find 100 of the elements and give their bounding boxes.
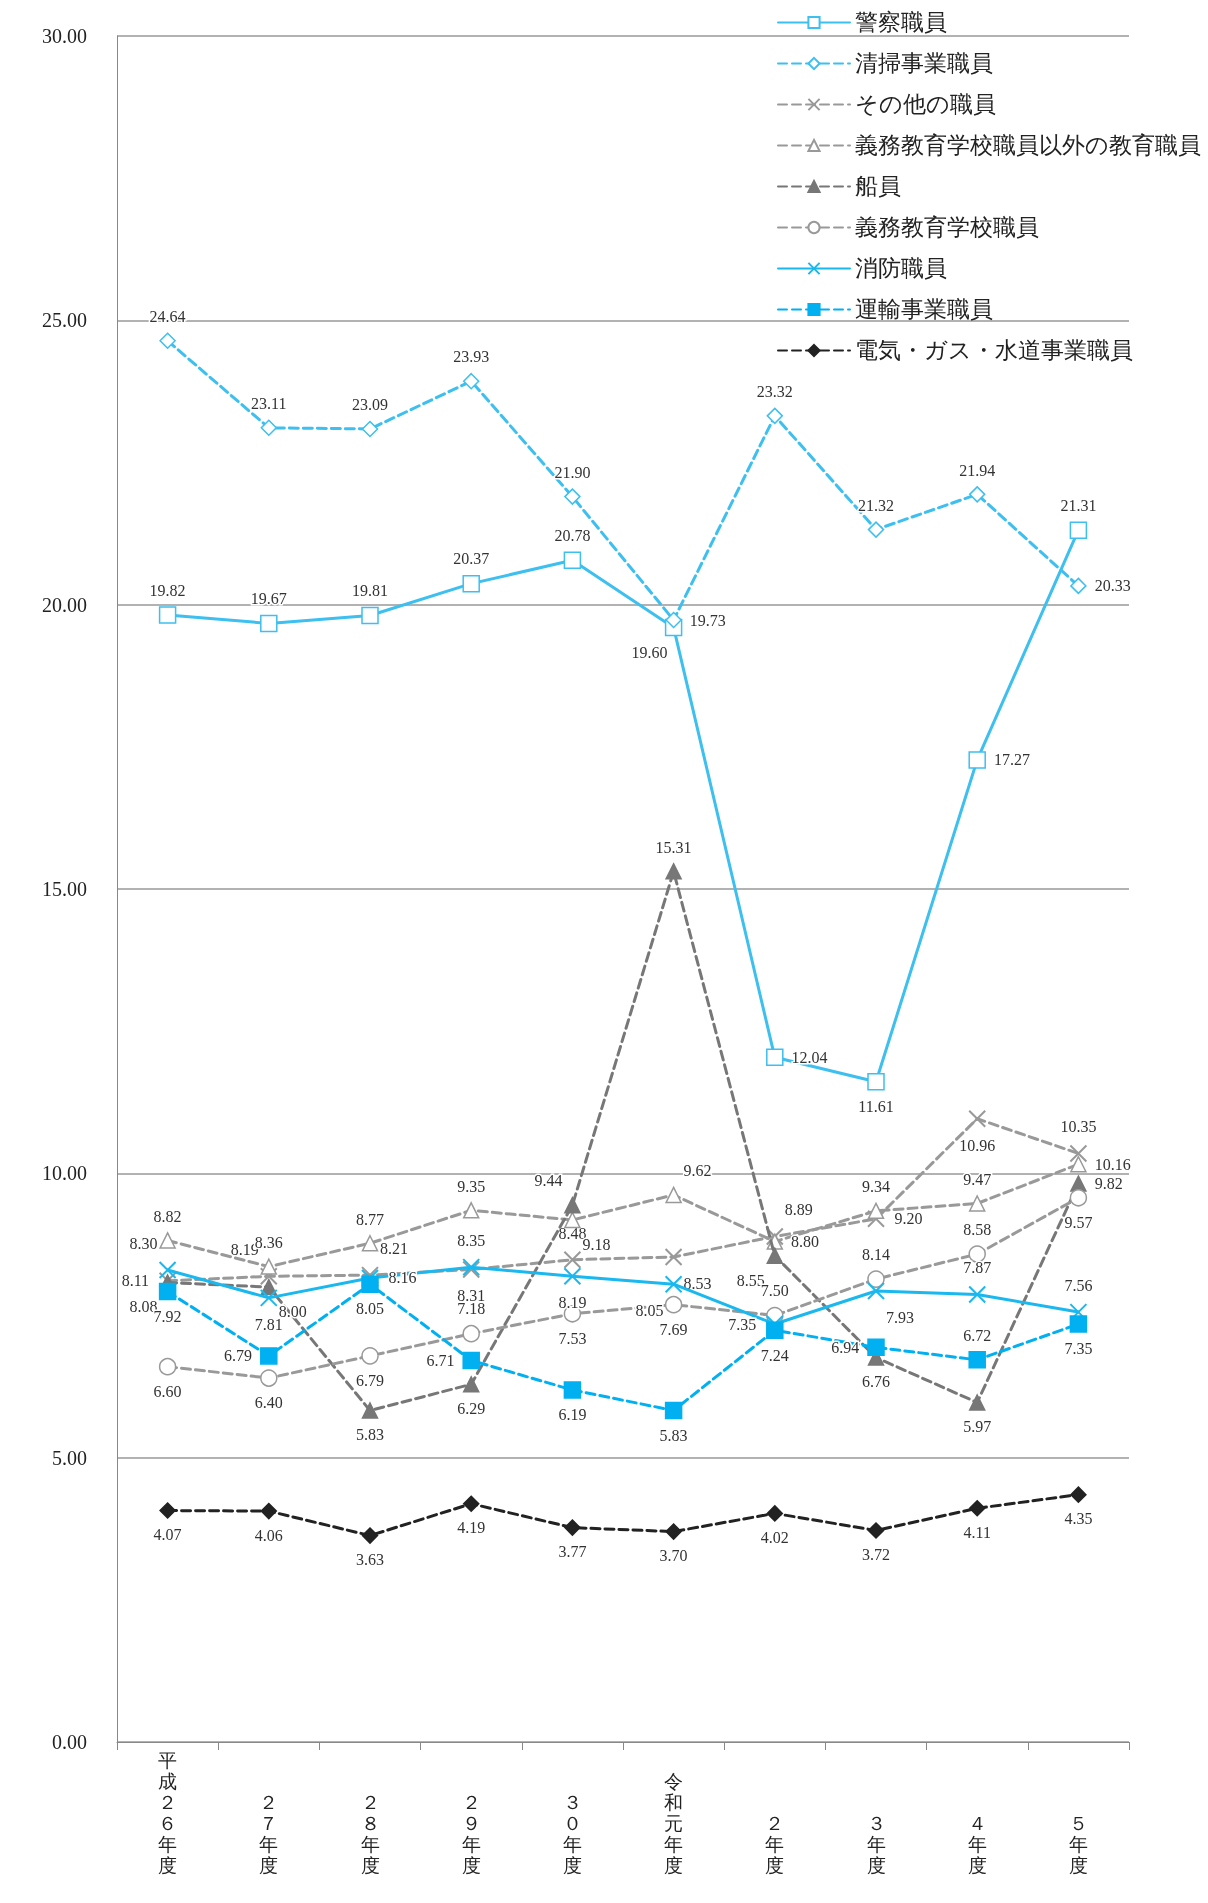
- legend-label: 船員: [855, 174, 901, 199]
- data-label: 8.05: [635, 1302, 664, 1320]
- y-tick-label: 10.00: [42, 1162, 87, 1185]
- data-label: 20.78: [554, 527, 591, 545]
- data-label: 8.14: [862, 1245, 890, 1263]
- data-label: 11.61: [858, 1098, 894, 1116]
- data-label: 10.35: [1060, 1118, 1097, 1136]
- data-label: 4.02: [760, 1529, 789, 1547]
- data-label: 15.31: [655, 838, 692, 856]
- x-tick-label: ５年度: [1068, 1813, 1088, 1876]
- data-label: 19.67: [250, 590, 287, 608]
- data-label: 9.57: [1064, 1214, 1093, 1232]
- legend-label: 警察職員: [855, 10, 947, 35]
- data-label: 8.35: [457, 1232, 486, 1250]
- data-label: 7.93: [886, 1309, 914, 1327]
- data-label: 9.47: [963, 1170, 992, 1188]
- legend-label: 消防職員: [855, 256, 947, 281]
- data-label: 8.19: [558, 1294, 587, 1312]
- data-label: 9.34: [862, 1178, 890, 1196]
- data-label: 23.09: [352, 396, 388, 414]
- data-label: 20.37: [453, 550, 490, 568]
- data-label: 23.11: [251, 395, 287, 413]
- data-label: 17.27: [993, 751, 1030, 769]
- data-label: 3.77: [558, 1543, 587, 1561]
- data-label: 8.58: [963, 1220, 992, 1238]
- data-label: 8.89: [784, 1201, 813, 1219]
- data-label: 7.24: [760, 1346, 789, 1364]
- data-label: 8.30: [129, 1235, 158, 1253]
- data-label: 21.32: [858, 496, 894, 514]
- y-tick-label: 30.00: [42, 25, 87, 47]
- data-label: 4.35: [1064, 1510, 1093, 1528]
- data-label: 7.56: [1064, 1277, 1093, 1295]
- data-label: 9.20: [894, 1210, 923, 1228]
- data-label: 4.07: [153, 1526, 182, 1544]
- data-label: 6.40: [254, 1394, 283, 1412]
- data-label: 8.80: [791, 1233, 820, 1251]
- data-label: 6.29: [457, 1400, 486, 1418]
- x-tick-label: ２年度: [765, 1813, 785, 1876]
- x-tick-label: 平成２６年度: [158, 1750, 178, 1876]
- data-label: 9.35: [457, 1177, 486, 1195]
- data-label: 4.06: [254, 1526, 283, 1544]
- data-label: 6.71: [426, 1351, 455, 1369]
- data-label: 7.87: [963, 1259, 992, 1277]
- data-label: 6.94: [831, 1338, 860, 1356]
- data-label: 20.33: [1094, 577, 1131, 595]
- legend-label: 運輸事業職員: [855, 297, 993, 322]
- data-label: 4.11: [963, 1524, 991, 1542]
- data-label: 19.81: [352, 582, 388, 600]
- data-label: 19.60: [631, 643, 668, 661]
- y-tick-label: 20.00: [42, 593, 87, 616]
- data-label: 23.93: [453, 348, 490, 366]
- data-label: 21.94: [959, 461, 996, 479]
- x-tick-label: ３年度: [866, 1813, 886, 1876]
- data-label: 21.90: [554, 463, 591, 481]
- data-label: 7.69: [659, 1320, 688, 1338]
- data-label: 3.70: [659, 1547, 688, 1565]
- data-label: 6.19: [558, 1406, 587, 1424]
- data-label: 10.16: [1094, 1155, 1131, 1173]
- x-tick-label: ２９年度: [461, 1792, 481, 1876]
- x-tick-label: 令和元年度: [664, 1771, 684, 1876]
- data-label: 10.96: [959, 1136, 996, 1154]
- data-label: 7.35: [728, 1315, 757, 1333]
- data-label: 6.72: [963, 1326, 992, 1344]
- legend-label: 清掃事業職員: [855, 51, 993, 76]
- y-tick-label: 5.00: [52, 1446, 87, 1469]
- data-label: 8.21: [380, 1240, 408, 1258]
- y-tick-label: 25.00: [42, 309, 87, 332]
- data-label: 6.79: [356, 1372, 384, 1390]
- data-label: 6.76: [862, 1373, 890, 1391]
- data-label: 12.04: [791, 1048, 828, 1066]
- data-label: 8.11: [121, 1272, 150, 1290]
- data-label: 9.44: [534, 1172, 563, 1190]
- data-label: 8.00: [278, 1302, 307, 1320]
- data-label: 8.05: [356, 1300, 384, 1318]
- y-tick-label: 15.00: [42, 878, 87, 900]
- data-label: 8.77: [356, 1210, 384, 1228]
- data-label: 24.64: [149, 308, 186, 326]
- data-label: 7.18: [457, 1300, 486, 1318]
- data-label: 19.82: [149, 581, 186, 599]
- data-label: 9.82: [1094, 1175, 1123, 1193]
- data-label: 3.63: [356, 1551, 384, 1569]
- data-label: 8.53: [683, 1274, 712, 1292]
- data-label: 6.60: [153, 1382, 182, 1400]
- data-label: 23.32: [756, 383, 793, 401]
- data-label: 21.31: [1060, 496, 1097, 514]
- data-label: 6.79: [224, 1347, 253, 1365]
- data-label: 5.97: [963, 1418, 992, 1436]
- y-tick-label: 0.00: [52, 1731, 87, 1753]
- legend-label: 義務教育学校職員: [855, 215, 1039, 240]
- data-label: 9.62: [683, 1162, 712, 1180]
- x-tick-label: ４年度: [967, 1813, 987, 1876]
- data-label: 19.73: [689, 611, 726, 629]
- x-tick-label: ３０年度: [562, 1792, 582, 1876]
- legend-label: 電気・ガス・水道事業職員: [855, 338, 1133, 363]
- legend-label: その他の職員: [855, 92, 996, 117]
- x-tick-label: ２７年度: [259, 1792, 279, 1876]
- legend-label: 義務教育学校職員以外の教育職員: [855, 133, 1201, 158]
- data-label: 5.83: [659, 1426, 688, 1444]
- data-label: 4.19: [457, 1519, 486, 1537]
- data-label: 3.72: [862, 1546, 890, 1564]
